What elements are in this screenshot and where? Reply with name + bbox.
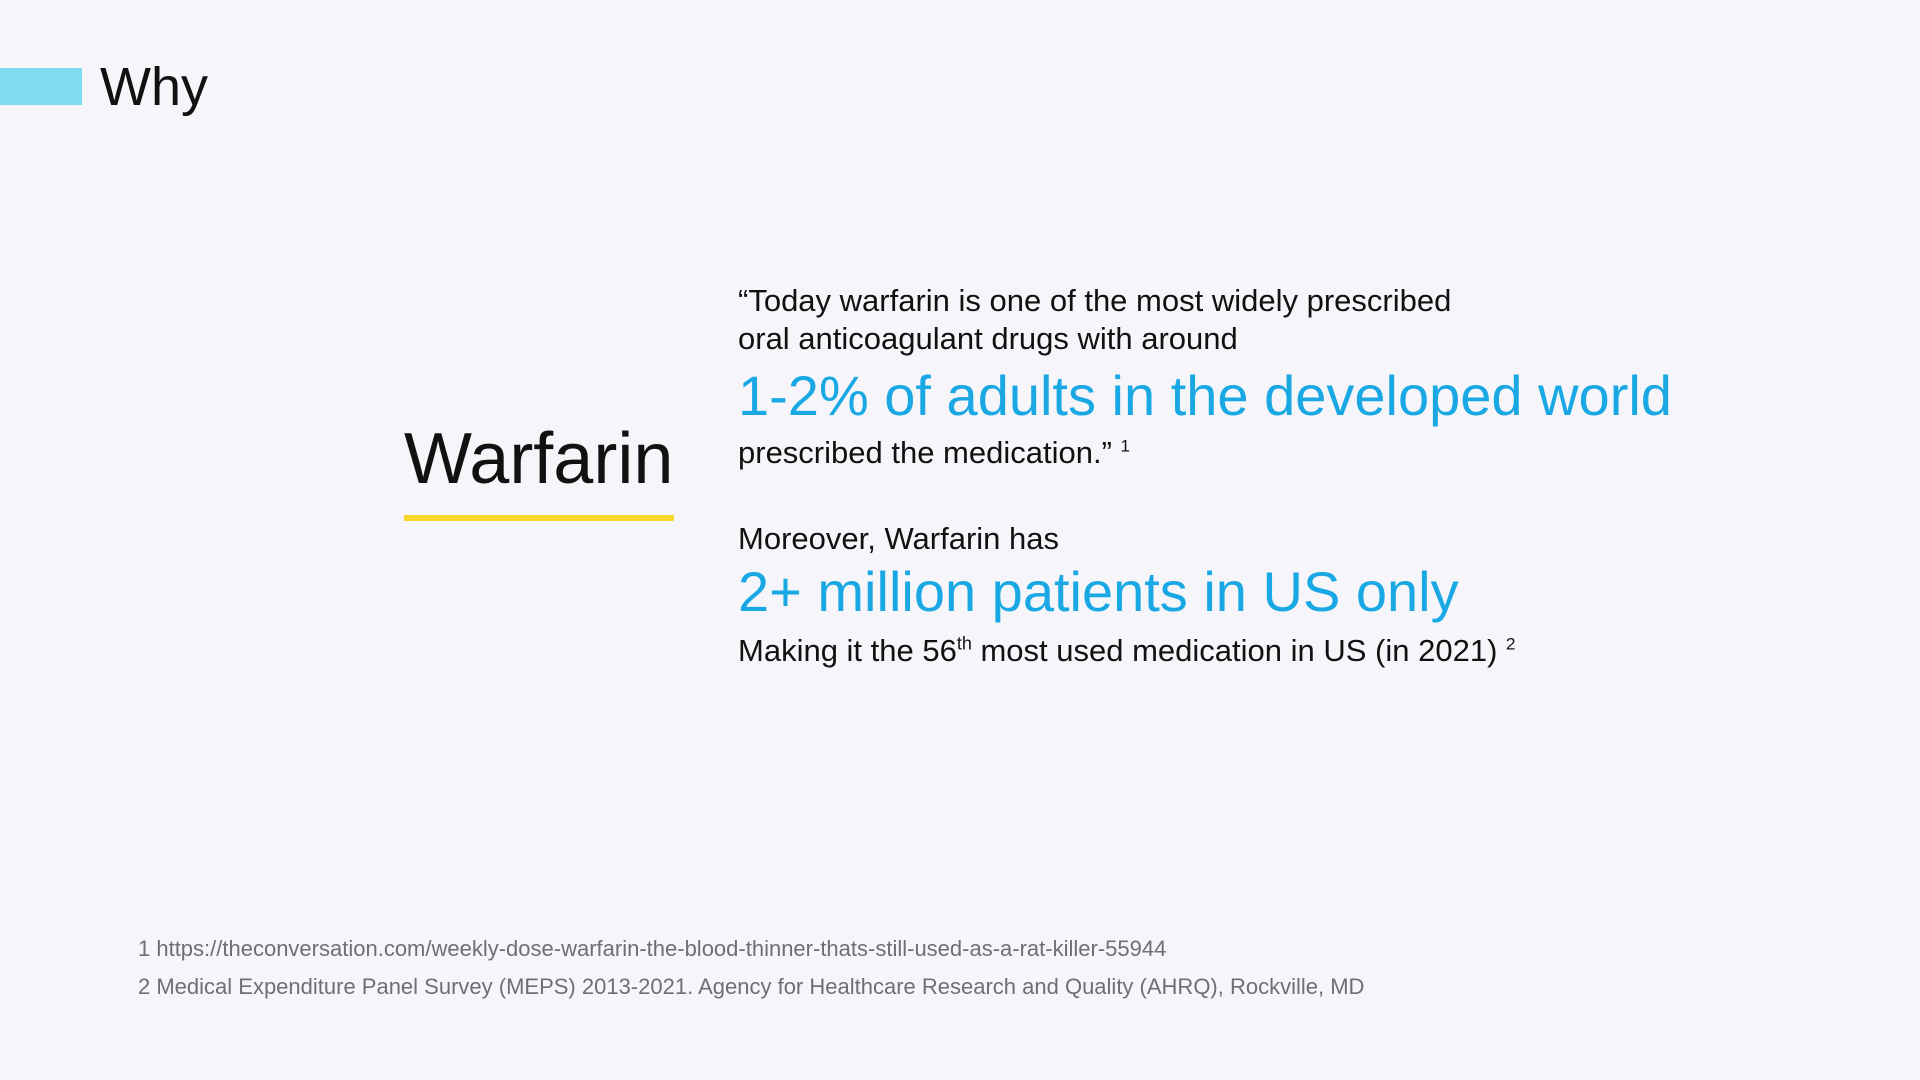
quote-line-3: prescribed the medication.” 1 [738, 434, 1838, 472]
subject-label: Warfarin [404, 419, 674, 499]
subject-underline [404, 515, 674, 521]
rank-ordinal-suffix: th [956, 633, 972, 654]
footnotes: 1 https://theconversation.com/weekly-dos… [138, 930, 1838, 1006]
quote-line-3-text: prescribed the medication.” [738, 435, 1112, 470]
footnote-ref-1: 1 [1120, 436, 1131, 456]
highlight-patients-stat: 2+ million patients in US only [738, 560, 1459, 623]
title-accent-bar [0, 68, 82, 105]
footnote-1: 1 https://theconversation.com/weekly-dos… [138, 936, 1167, 961]
subject-block: Warfarin [404, 415, 674, 521]
quote-line-2: oral anticoagulant drugs with around [738, 321, 1238, 356]
moreover-line: Moreover, Warfarin has [738, 521, 1060, 556]
rank-rest: most used medication in US (in 2021) [971, 633, 1498, 668]
rank-prefix: Making it the 56 [738, 633, 957, 668]
content-block: “Today warfarin is one of the most widel… [738, 282, 1838, 670]
quote-line-1: “Today warfarin is one of the most widel… [738, 283, 1452, 318]
footnote-2: 2 Medical Expenditure Panel Survey (MEPS… [138, 974, 1365, 999]
highlight-adults-stat: 1-2% of adults in the developed world [738, 364, 1672, 427]
rank-line: Making it the 56th most used medication … [738, 632, 1838, 670]
slide-title: Why [100, 57, 208, 117]
footnote-ref-2: 2 [1506, 634, 1516, 654]
